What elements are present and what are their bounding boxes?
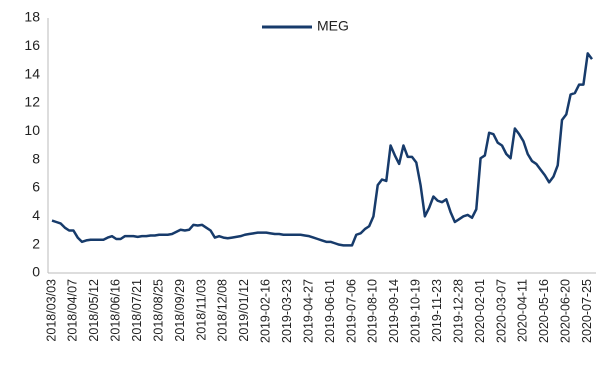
line-series — [51, 52, 593, 247]
x-tick-label: 2018/03/03 — [44, 279, 58, 342]
legend-label: MEG — [317, 18, 349, 34]
x-tick-label: 2020-06-20 — [559, 279, 573, 343]
x-tick-label: 2019-10-19 — [409, 279, 423, 343]
x-tick-label: 2018/09/29 — [173, 279, 187, 342]
x-tick-label: 2019-08-10 — [366, 279, 380, 343]
y-tick-label: 10 — [24, 122, 40, 138]
y-tick-label: 2 — [32, 235, 40, 251]
x-tick-label: 2019-09-14 — [387, 279, 401, 343]
x-tick-label: 2020-04-11 — [516, 279, 530, 342]
x-tick-label: 2020-02-01 — [473, 279, 487, 343]
x-tick-label: 2018/05/12 — [87, 279, 101, 342]
y-tick-label: 4 — [32, 207, 40, 223]
y-tick-label: 14 — [24, 65, 40, 81]
x-tick-label: 2018/11/03 — [194, 279, 208, 341]
x-tick-label: 2019-06-01 — [323, 279, 337, 343]
x-tick-label: 2019-12-28 — [451, 279, 465, 343]
x-tick-label: 2019-11-23 — [430, 279, 444, 342]
x-tick-label: 2019-07-06 — [344, 279, 358, 343]
x-tick-label: 2020-07-25 — [580, 279, 594, 343]
x-tick-label: 2020-03-07 — [494, 279, 508, 343]
y-tick-label: 0 — [32, 264, 40, 280]
x-tick-label: 2019/01/12 — [237, 279, 251, 342]
x-tick-label: 2018/12/08 — [216, 279, 230, 342]
x-tick-label: 2019-04-27 — [301, 279, 315, 343]
x-tick-label: 2018/06/16 — [109, 279, 123, 342]
x-tick-label: 2018/07/21 — [130, 279, 144, 342]
y-tick-label: 8 — [32, 150, 40, 166]
y-tick-label: 12 — [24, 94, 40, 110]
y-tick-label: 18 — [24, 9, 40, 25]
x-tick-label: 2019-03-23 — [280, 279, 294, 343]
y-tick-label: 16 — [24, 37, 40, 53]
x-tick-label: 2020-05-16 — [537, 279, 551, 343]
y-tick-label: 6 — [32, 179, 40, 195]
x-tick-label: 2019-02-16 — [259, 279, 273, 343]
x-tick-label: 2018/04/07 — [66, 279, 80, 342]
x-tick-label: 2018/08/25 — [151, 279, 165, 342]
